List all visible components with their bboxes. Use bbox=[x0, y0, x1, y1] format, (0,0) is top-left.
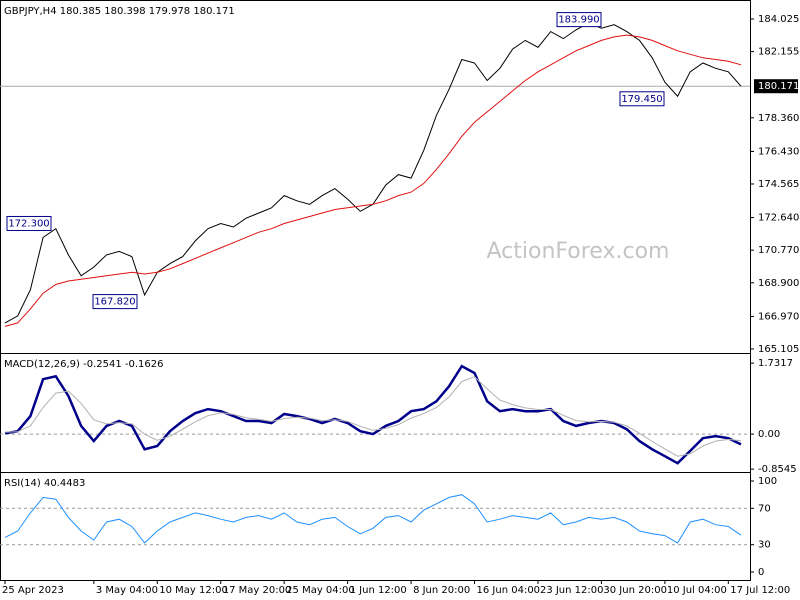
x-tick-label: 17 May 20:00 bbox=[223, 585, 292, 596]
last-price-label: 180.171 bbox=[758, 81, 799, 92]
x-tick-label: 25 Apr 2023 bbox=[2, 585, 64, 596]
y-tick-label: 170.770 bbox=[758, 245, 799, 256]
annotation-label: 179.450 bbox=[621, 94, 662, 105]
y-tick-label: 0 bbox=[758, 567, 764, 578]
y-tick-label: 1.7317 bbox=[758, 358, 793, 369]
y-tick-label: 182.155 bbox=[758, 47, 799, 58]
x-tick-label: 10 May 12:00 bbox=[159, 585, 228, 596]
x-tick-label: 23 Jun 12:00 bbox=[540, 585, 604, 596]
annotation-box bbox=[6, 215, 52, 231]
y-tick-label: 30 bbox=[758, 540, 771, 551]
annotation-label: 172.300 bbox=[8, 218, 49, 229]
x-tick-label: 25 May 04:00 bbox=[286, 585, 355, 596]
x-tick-label: 8 Jun 20:00 bbox=[413, 585, 470, 596]
x-tick-label: 1 Jun 12:00 bbox=[350, 585, 407, 596]
x-tick-label: 16 Jun 04:00 bbox=[477, 585, 541, 596]
annotation-box bbox=[556, 12, 602, 28]
y-tick-label: 0.00 bbox=[758, 429, 780, 440]
last-price-box bbox=[754, 79, 798, 94]
y-tick-label: 168.900 bbox=[758, 278, 799, 289]
series-line bbox=[4, 494, 742, 544]
annotation-label: 183.990 bbox=[558, 15, 599, 26]
y-tick-label: 165.105 bbox=[758, 344, 799, 355]
pane-title: GBPJPY,H4 180.385 180.398 179.978 180.17… bbox=[4, 6, 235, 17]
series-line bbox=[4, 34, 742, 327]
pane-title: MACD(12,26,9) -0.2541 -0.1626 bbox=[4, 359, 164, 370]
x-tick-label: 17 Jul 12:00 bbox=[730, 585, 790, 596]
y-tick-label: 184.025 bbox=[758, 14, 799, 25]
x-tick-label: 3 May 04:00 bbox=[96, 585, 158, 596]
frame bbox=[0, 0, 751, 581]
y-tick-label: 176.430 bbox=[758, 146, 799, 157]
series-line bbox=[4, 376, 742, 457]
x-tick-label: 30 Jun 20:00 bbox=[603, 585, 667, 596]
annotation-box bbox=[92, 294, 138, 310]
watermark: ActionForex.com bbox=[487, 239, 670, 264]
y-tick-label: 172.640 bbox=[758, 213, 799, 224]
annotation-label: 167.820 bbox=[94, 297, 135, 308]
series-line bbox=[4, 364, 742, 465]
annotation-box bbox=[619, 91, 665, 107]
x-tick-label: 10 Jul 04:00 bbox=[667, 585, 727, 596]
y-tick-label: 70 bbox=[758, 503, 771, 514]
y-tick-label: 100 bbox=[758, 476, 777, 487]
y-tick-label: 174.565 bbox=[758, 179, 799, 190]
y-tick-label: -0.8545 bbox=[758, 464, 797, 475]
pane-title: RSI(14) 40.4483 bbox=[4, 478, 85, 489]
y-tick-label: 166.970 bbox=[758, 311, 799, 322]
y-tick-label: 178.360 bbox=[758, 113, 799, 124]
